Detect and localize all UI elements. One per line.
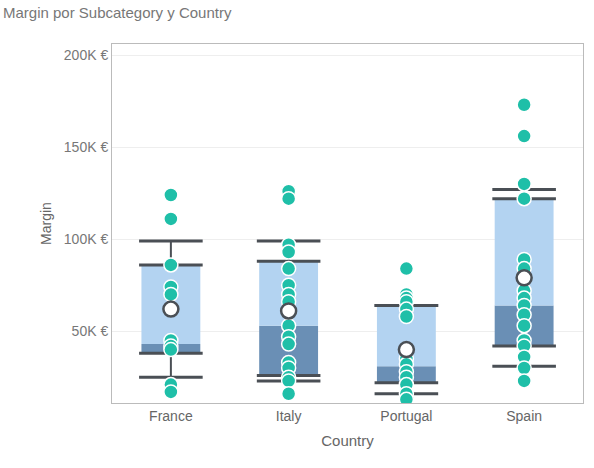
svg-text:150K €: 150K € [64, 139, 109, 155]
svg-text:France: France [149, 408, 193, 424]
svg-text:Margin: Margin [38, 202, 54, 245]
svg-text:Country: Country [321, 432, 374, 449]
svg-text:200K €: 200K € [64, 47, 109, 63]
svg-text:Margin por Subcategory y Count: Margin por Subcategory y Country [3, 4, 232, 21]
svg-text:Italy: Italy [276, 408, 302, 424]
svg-text:50K €: 50K € [72, 323, 109, 339]
svg-text:Portugal: Portugal [380, 408, 432, 424]
svg-text:100K €: 100K € [64, 231, 109, 247]
svg-text:Spain: Spain [506, 408, 542, 424]
